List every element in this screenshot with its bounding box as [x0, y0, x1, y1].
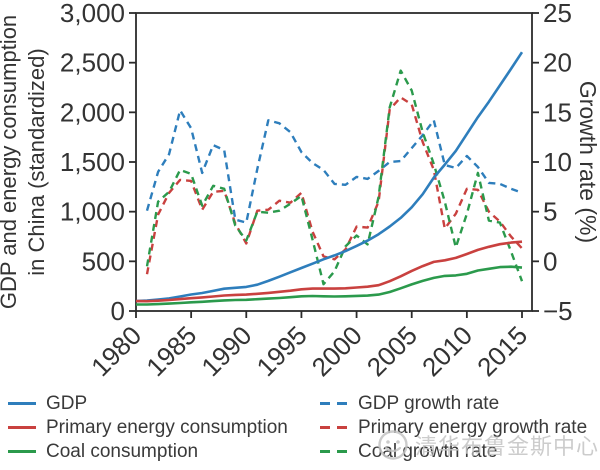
y-axis-right-tick-label: 20	[543, 48, 572, 78]
y-axis-left-tick-label: 500	[82, 246, 125, 276]
x-axis-tick-label: 2010	[416, 320, 478, 382]
y-axis-left-tick-label: 1,000	[60, 197, 125, 227]
y-axis-label-line1: GDP and energy consumption	[0, 15, 21, 309]
legend-swatch-energy-growth	[320, 425, 348, 429]
x-axis-tick-label: 1985	[140, 320, 202, 382]
series-line-energy	[135, 240, 523, 303]
legend-swatch-coal	[8, 449, 36, 453]
legend-swatch-primary-energy	[8, 425, 36, 429]
y-axis-left-tick-label: 0	[111, 296, 125, 326]
legend-label-gdp-growth: GDP growth rate	[358, 392, 500, 414]
legend-label-coal: Coal consumption	[46, 440, 199, 462]
x-axis-tick-label: 1990	[195, 320, 257, 382]
y-axis-right-tick-label: 25	[543, 0, 572, 28]
y-axis-left-tick-label: 2,500	[60, 48, 125, 78]
series-line-coal	[136, 265, 523, 306]
y-axis-right-tick-label: −5	[543, 296, 573, 326]
y-axis-right-tick-label: 0	[543, 246, 557, 276]
x-axis-tick-label: 1995	[251, 320, 313, 382]
series-line-energy_growth	[145, 96, 523, 275]
x-axis-tick-label: 1980	[85, 320, 147, 382]
legend-item-coal-growth: Coal growth rate	[320, 439, 587, 463]
legend-swatch-coal-growth	[320, 449, 348, 453]
y-axis-right-tick-label: 10	[543, 147, 572, 177]
legend-item-gdp-growth: GDP growth rate	[320, 391, 587, 415]
legend-label-coal-growth: Coal growth rate	[358, 440, 498, 462]
right-axis-label: Growth rate (%)	[575, 81, 600, 243]
y-axis-left-tick-label: 1,500	[60, 147, 125, 177]
y-axis-left-tick-label: 2,000	[60, 97, 125, 127]
legend-label-gdp: GDP	[46, 392, 88, 414]
legend-item-energy-growth: Primary energy growth rate	[320, 415, 587, 439]
legend-item-gdp: GDP	[8, 391, 288, 415]
legend-swatch-gdp-growth	[320, 401, 348, 405]
x-axis-tick-label: 2000	[306, 320, 368, 382]
y-axis-right-tick-label: 5	[543, 197, 557, 227]
line-chart: 0 500 1,000 1,500 2,000 2,500 3,000 −5 0 5 10 15 20 2…	[0, 0, 600, 382]
y-axis-left-tick-label: 3,000	[60, 0, 125, 28]
y-axis-label-line2: in China (standardized)	[24, 48, 49, 275]
series-line-coal_growth	[145, 69, 524, 286]
legend-column-right: GDP growth rate Primary energy growth ra…	[320, 391, 587, 463]
legend-swatch-gdp	[8, 401, 36, 405]
legend-column-left: GDP Primary energy consumption Coal cons…	[8, 391, 288, 463]
chart-legend: GDP Primary energy consumption Coal cons…	[0, 391, 600, 467]
y-axis-right-tick-label: 15	[543, 97, 572, 127]
x-axis-tick-label: 2005	[361, 320, 423, 382]
legend-label-primary-energy: Primary energy consumption	[46, 416, 288, 438]
legend-item-primary-energy: Primary energy consumption	[8, 415, 288, 439]
plot-border	[135, 12, 533, 312]
legend-item-coal: Coal consumption	[8, 439, 288, 463]
legend-label-energy-growth: Primary energy growth rate	[358, 416, 588, 438]
series-line-gdp_growth	[145, 109, 523, 224]
x-axis-tick-label: 2015	[471, 320, 533, 382]
series-line-gdp	[135, 51, 524, 303]
